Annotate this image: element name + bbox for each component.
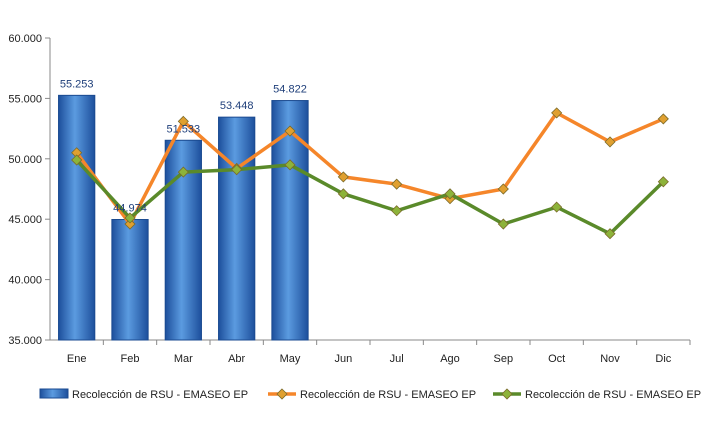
legend-marker — [501, 388, 513, 400]
line-series-group — [71, 107, 669, 240]
bar-data-label: 51.533 — [167, 123, 201, 135]
legend-label: Recolección de RSU - EMASEO EP — [72, 389, 248, 401]
data-labels: 55.253 44.974 51.533 53.448 54.822 — [60, 78, 307, 214]
x-tick-label: Ago — [440, 353, 460, 365]
y-tick-label: 40.000 — [8, 275, 42, 287]
legend-marker — [276, 388, 288, 400]
x-tick-label: Mar — [174, 353, 193, 365]
point-marker — [657, 113, 669, 125]
series-line — [75, 158, 665, 236]
legend-label: Recolección de RSU - EMASEO EP — [300, 389, 476, 401]
point-marker — [604, 228, 616, 240]
y-tick-label: 55.000 — [8, 93, 42, 105]
point-marker — [177, 115, 189, 127]
point-marker — [497, 183, 509, 195]
y-tick-label: 50.000 — [8, 154, 42, 166]
chart-axes: 35.000 40.000 45.000 50.000 55.000 60.000 Ene F… — [8, 33, 691, 365]
legend-label: Recolección de RSU - EMASEO EP — [525, 389, 701, 401]
y-tick-label: 35.000 — [8, 335, 42, 347]
x-tick-label: Nov — [600, 353, 620, 365]
point-marker — [337, 188, 349, 200]
bar — [58, 94, 96, 341]
point-marker — [284, 125, 296, 137]
x-tick-label: Sep — [494, 353, 514, 365]
legend-swatch-bar — [39, 388, 69, 399]
bar — [111, 219, 149, 341]
point-marker — [337, 171, 349, 183]
bar-data-label: 53.448 — [220, 100, 254, 112]
bar-data-label: 55.253 — [60, 78, 94, 90]
point-marker — [444, 188, 456, 200]
point-marker — [71, 154, 83, 166]
x-tick-label: Ene — [67, 353, 87, 365]
point-marker — [124, 218, 136, 230]
point-marker — [657, 176, 669, 188]
point-marker — [231, 164, 243, 176]
point-marker — [551, 107, 563, 119]
x-tick-label: Jun — [334, 353, 352, 365]
bar — [218, 116, 256, 341]
point-marker — [391, 178, 403, 190]
x-tick-label: Feb — [121, 353, 140, 365]
series-line — [75, 111, 665, 226]
point-marker — [284, 159, 296, 171]
bar-data-label: 54.822 — [273, 84, 307, 96]
x-tick-label: May — [280, 353, 301, 365]
point-marker — [604, 136, 616, 148]
point-marker — [177, 166, 189, 178]
y-tick-label: 45.000 — [8, 214, 42, 226]
x-tick-label: Abr — [228, 353, 245, 365]
x-tick-label: Dic — [655, 353, 671, 365]
point-marker — [551, 201, 563, 213]
point-marker — [497, 218, 509, 230]
legend: Recolección de RSU - EMASEO EP Recolecció… — [39, 388, 701, 401]
point-marker — [391, 205, 403, 217]
bar-data-label: 44.974 — [113, 203, 147, 215]
point-marker — [124, 212, 136, 224]
x-tick-label: Oct — [548, 353, 565, 365]
x-tick-label: Jul — [390, 353, 404, 365]
y-tick-label: 60.000 — [8, 33, 42, 45]
